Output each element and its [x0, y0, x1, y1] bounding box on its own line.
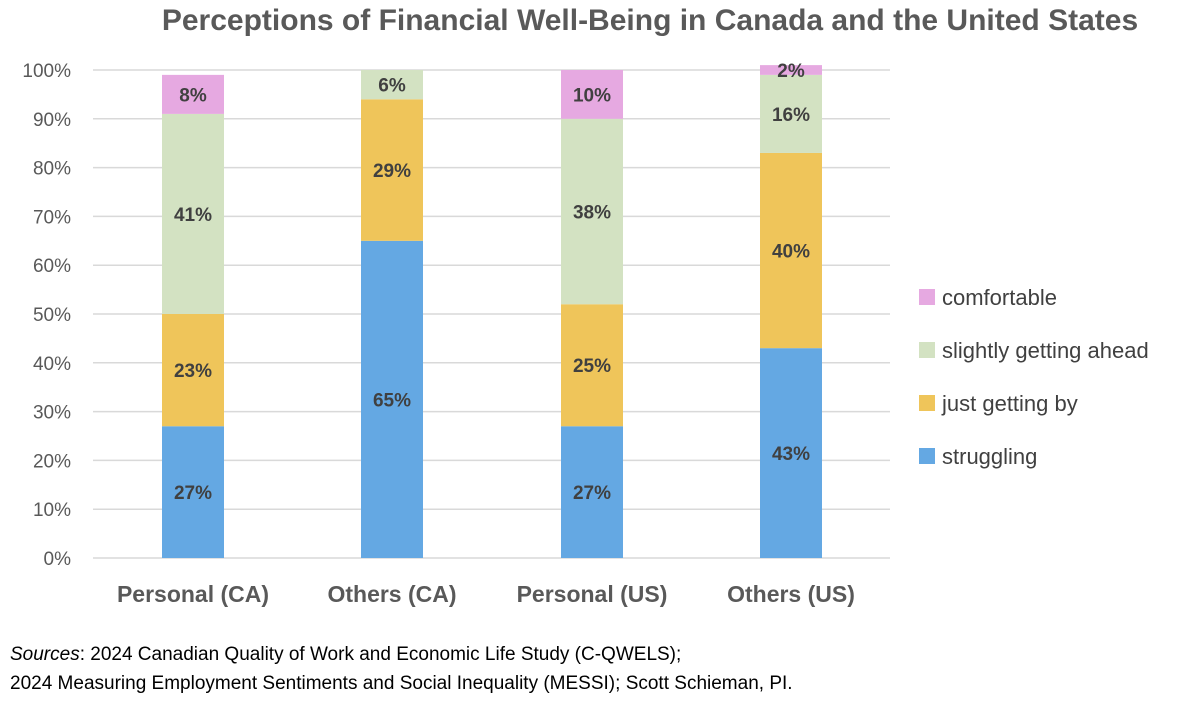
data-label: 8% — [179, 85, 207, 106]
y-tick-label: 100% — [22, 61, 71, 82]
data-label: 43% — [772, 444, 810, 465]
bar-segment — [561, 118, 623, 305]
legend-swatch — [919, 395, 935, 411]
bar-segment — [561, 426, 623, 558]
bar-segment — [760, 152, 822, 349]
bar-segment — [162, 74, 224, 114]
bar-segment — [162, 314, 224, 427]
data-label: 38% — [573, 203, 611, 224]
legend-swatch — [919, 342, 935, 358]
data-label: 10% — [573, 85, 611, 106]
y-tick-label: 10% — [33, 500, 71, 521]
sources-line-2: 2024 Measuring Employment Sentiments and… — [10, 673, 793, 694]
legend-swatch — [919, 448, 935, 464]
bar-segment — [760, 348, 822, 558]
x-category-label: Others (CA) — [327, 581, 456, 607]
bar-segment — [561, 304, 623, 427]
data-label: 23% — [174, 361, 212, 382]
x-category-label: Personal (US) — [517, 581, 668, 607]
legend-label: just getting by — [941, 391, 1078, 416]
bar-segment — [361, 99, 423, 241]
legend-label: comfortable — [942, 285, 1057, 310]
bar-segment — [561, 70, 623, 119]
bar-segment — [760, 74, 822, 153]
data-label: 65% — [373, 390, 411, 411]
y-tick-label: 50% — [33, 305, 71, 326]
bar-segment — [760, 65, 822, 75]
legend-swatch — [919, 289, 935, 305]
data-label: 27% — [174, 483, 212, 504]
y-tick-label: 90% — [33, 110, 71, 131]
bar-segment — [361, 70, 423, 100]
x-category-label: Personal (CA) — [117, 581, 269, 607]
sources-line-1: Sources: 2024 Canadian Quality of Work a… — [10, 640, 793, 669]
data-label: 29% — [373, 161, 411, 182]
y-tick-label: 60% — [33, 256, 71, 277]
data-label: 6% — [378, 76, 406, 97]
x-category-label: Others (US) — [727, 581, 855, 607]
sources-text-1: : 2024 Canadian Quality of Work and Econ… — [79, 644, 682, 665]
y-tick-label: 40% — [33, 354, 71, 375]
y-tick-label: 20% — [33, 451, 71, 472]
data-label: 16% — [772, 105, 810, 126]
chart-title: Perceptions of Financial Well-Being in C… — [161, 4, 1139, 37]
legend-label: slightly getting ahead — [942, 338, 1149, 363]
legend-label: struggling — [942, 444, 1037, 469]
bar-segment — [162, 426, 224, 558]
sources-note: Sources: 2024 Canadian Quality of Work a… — [10, 640, 793, 698]
data-label: 2% — [777, 61, 805, 82]
data-label: 40% — [772, 242, 810, 263]
y-tick-label: 80% — [33, 159, 71, 180]
bar-segment — [162, 113, 224, 314]
data-label: 25% — [573, 356, 611, 377]
y-tick-label: 0% — [44, 549, 72, 570]
data-label: 41% — [174, 205, 212, 226]
y-tick-label: 70% — [33, 207, 71, 228]
bar-segment — [361, 240, 423, 559]
y-tick-label: 30% — [33, 403, 71, 424]
sources-label: Sources — [10, 644, 80, 665]
data-label: 27% — [573, 483, 611, 504]
